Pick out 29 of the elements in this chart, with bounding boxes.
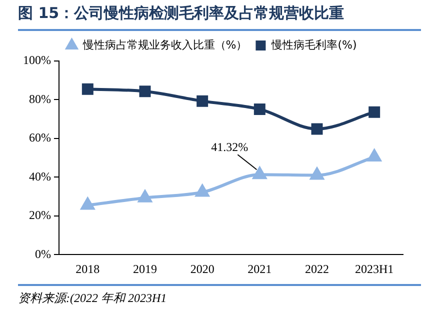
x-tick-label: 2021	[248, 262, 272, 276]
annotation: 41.32%	[211, 140, 248, 154]
point	[80, 198, 94, 210]
legend-label: 慢性病毛利率(%)	[270, 38, 357, 52]
y-tick-label: 20%	[28, 208, 51, 222]
y-tick-label: 100%	[22, 53, 51, 68]
x-tick-label: 2022	[305, 262, 329, 276]
text: 资料来源:(2022 年和 2023H1	[18, 290, 167, 307]
x-tick-label: 2023H1	[354, 262, 394, 276]
point	[254, 103, 266, 115]
point	[196, 95, 208, 107]
point	[368, 150, 382, 162]
point	[310, 168, 324, 180]
x-tick-label: 2018	[76, 262, 100, 276]
x-tick-label: 2019	[132, 262, 157, 276]
point	[368, 106, 380, 118]
point	[139, 86, 151, 98]
point	[311, 123, 323, 135]
point	[82, 83, 94, 95]
chart-title: 图 15：公司慢性病检测毛利率及占常规营收比重	[18, 4, 344, 23]
point	[138, 190, 152, 202]
y-tick-label: 40%	[28, 169, 51, 184]
y-tick-label: 60%	[28, 130, 51, 145]
point	[196, 184, 210, 197]
legend-label: 慢性病占常规业务收入比重（%）	[82, 38, 248, 52]
y-tick-label: 80%	[28, 92, 51, 106]
x-tick-label: 2020	[190, 262, 214, 276]
y-tick-label: 0%	[34, 246, 51, 261]
point	[252, 167, 266, 180]
